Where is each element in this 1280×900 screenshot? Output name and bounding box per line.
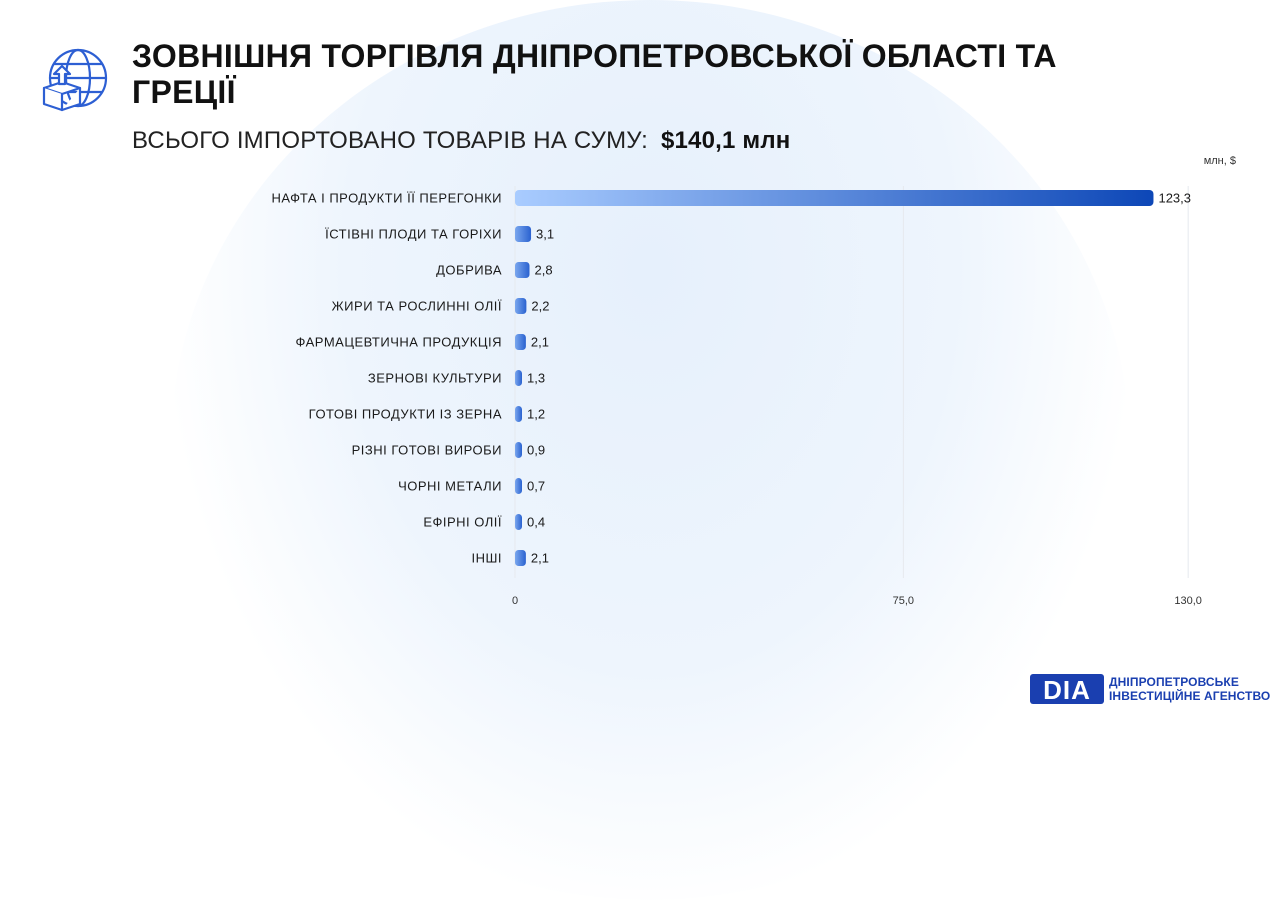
bar: [515, 442, 522, 458]
category-label: ЗЕРНОВІ КУЛЬТУРИ: [368, 371, 502, 386]
logo-line-2: ІНВЕСТИЦІЙНЕ АГЕНСТВО: [1109, 689, 1271, 703]
category-label: ЖИРИ ТА РОСЛИННІ ОЛІЇ: [332, 299, 502, 314]
globe-box-upload-icon: [42, 48, 108, 112]
category-label: РІЗНІ ГОТОВІ ВИРОБИ: [352, 443, 502, 458]
data-label: 0,9: [527, 443, 545, 458]
data-label: 3,1: [536, 227, 554, 242]
dia-logo: DIA: [1030, 674, 1104, 705]
data-label: 2,1: [531, 551, 549, 566]
data-label: 123,3: [1158, 191, 1191, 206]
category-label: НАФТА І ПРОДУКТИ ЇЇ ПЕРЕГОНКИ: [272, 191, 502, 206]
category-label: ЇСТІВНІ ПЛОДИ ТА ГОРІХИ: [325, 227, 502, 242]
category-label: ДОБРИВА: [436, 263, 502, 278]
category-label: ЧОРНІ МЕТАЛИ: [398, 479, 502, 494]
bar: [515, 190, 1154, 206]
bar: [515, 478, 522, 494]
import-total-amount: $140,1 млн: [660, 127, 791, 154]
bar: [515, 514, 522, 530]
logo-text: ДНІПРОПЕТРОВСЬКЕ ІНВЕСТИЦІЙНЕ АГЕНСТВО: [1109, 675, 1270, 703]
import-total: ВСЬОГО ІМПОРТОВАНО ТОВАРІВ НА СУМУ: $140…: [132, 126, 791, 156]
page-title: ЗОВНІШНЯ ТОРГІВЛЯ ДНІПРОПЕТРОВСЬКОЇ ОБЛА…: [132, 38, 1057, 110]
bar: [515, 406, 522, 422]
unit-label: млн, $: [1203, 155, 1236, 167]
bar: [515, 370, 522, 386]
bar: [515, 298, 527, 314]
bar: [515, 262, 530, 278]
x-tick-label: 75,0: [893, 595, 914, 607]
data-label: 0,7: [527, 479, 545, 494]
category-label: ІНШІ: [471, 551, 502, 566]
logo-mark: DIA: [1043, 675, 1091, 705]
category-label: ФАРМАЦЕВТИЧНА ПРОДУКЦІЯ: [296, 335, 502, 350]
bar: [515, 334, 526, 350]
category-label: ЕФІРНІ ОЛІЇ: [423, 515, 502, 530]
x-tick-label: 0: [512, 595, 518, 607]
bar: [515, 550, 526, 566]
bar-chart: 0 75,0 130,0 НАФТА І ПРОДУКТИ ЇЇ ПЕРЕГОНКИ 1…: [272, 186, 1202, 607]
data-label: 2,8: [534, 263, 552, 278]
data-label: 1,3: [527, 371, 545, 386]
bar: [515, 226, 532, 242]
data-label: 2,2: [531, 299, 549, 314]
category-label: ГОТОВІ ПРОДУКТИ ІЗ ЗЕРНА: [309, 407, 502, 422]
import-total-label: ВСЬОГО ІМПОРТОВАНО ТОВАРІВ НА СУМУ:: [132, 127, 649, 154]
logo-line-1: ДНІПРОПЕТРОВСЬКЕ: [1109, 675, 1239, 689]
data-label: 1,2: [527, 407, 545, 422]
x-tick-label: 130,0: [1174, 595, 1202, 607]
data-label: 2,1: [531, 335, 549, 350]
data-label: 0,4: [527, 515, 545, 530]
